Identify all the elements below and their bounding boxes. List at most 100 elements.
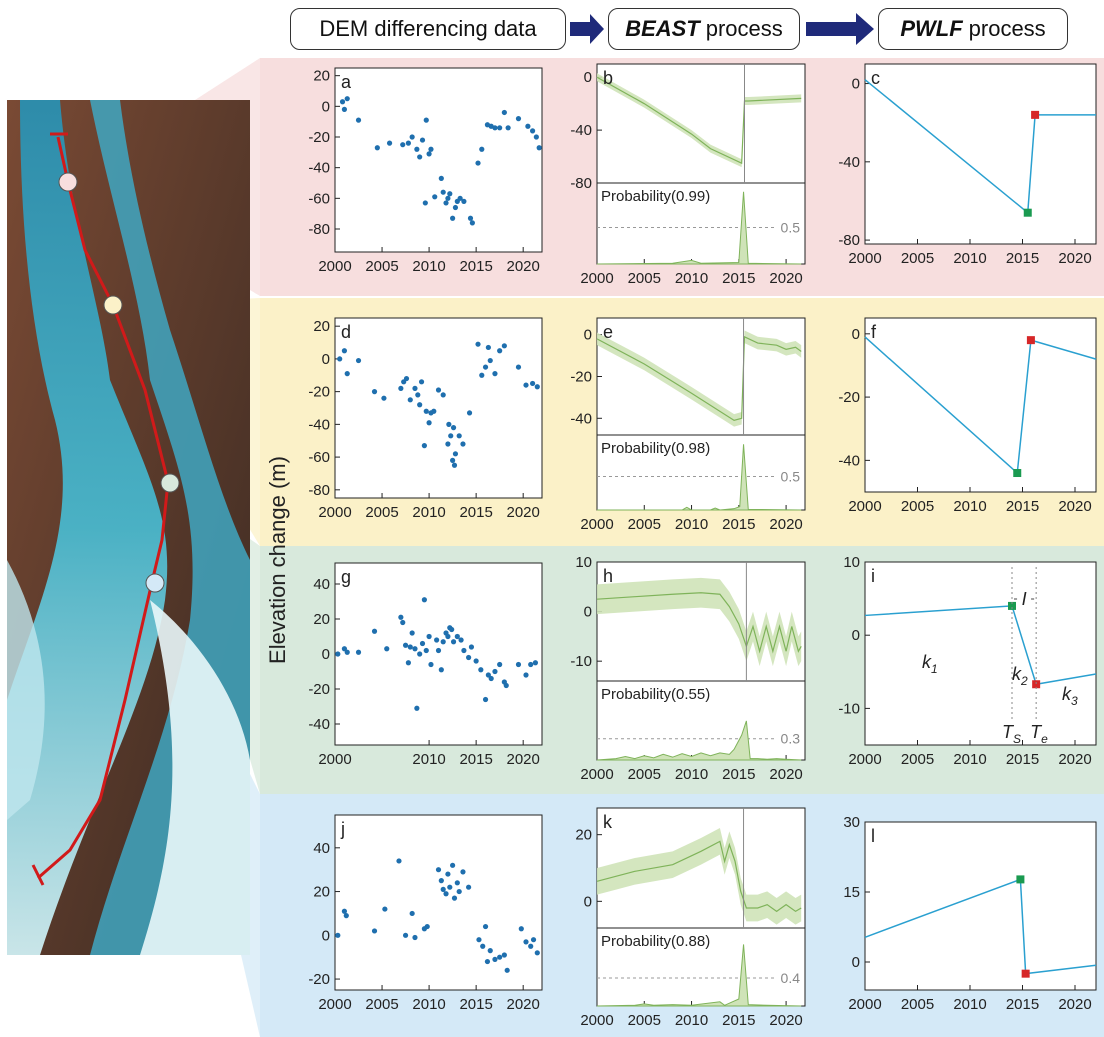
data-point — [466, 884, 472, 890]
panel-b: 0 -40 -80 2000 2005 2010 2015 2020 0.5 Probabilit… — [570, 63, 806, 287]
data-point — [458, 637, 464, 643]
data-point — [446, 421, 452, 427]
data-point — [476, 937, 482, 943]
data-point — [475, 341, 481, 347]
y-tick-label: 0 — [584, 327, 592, 344]
data-point — [532, 660, 539, 666]
data-point — [447, 884, 453, 890]
satellite-image — [7, 100, 250, 955]
data-point — [450, 215, 456, 221]
probability-area — [596, 720, 802, 761]
data-point — [384, 646, 390, 652]
data-point — [530, 937, 537, 943]
interval-annotation: I — [1022, 589, 1027, 609]
data-point — [484, 958, 491, 965]
y-tick-label: -40 — [308, 160, 330, 177]
beast-prob-frame — [596, 434, 806, 511]
breakpoint-start-marker — [1008, 601, 1016, 610]
data-point — [423, 408, 429, 414]
y-tick-label: 30 — [843, 814, 860, 831]
header-step-dem-label: DEM differencing data — [319, 16, 537, 41]
data-point — [398, 385, 404, 391]
x-tick-label: 2005 — [901, 996, 934, 1013]
y-tick-label: 0 — [852, 627, 860, 644]
ts-annotation: TS — [1002, 722, 1021, 746]
data-point — [492, 668, 498, 675]
data-point — [525, 123, 531, 129]
x-tick-label: 2015 — [1006, 250, 1039, 267]
x-tick-label: 2005 — [365, 504, 398, 521]
data-point — [402, 642, 409, 648]
data-point — [343, 913, 349, 919]
header-step-pwlf-name: PWLF — [900, 16, 963, 41]
data-point — [438, 175, 444, 181]
data-point — [445, 871, 451, 877]
data-point — [415, 392, 421, 398]
data-point — [335, 651, 341, 657]
data-point — [344, 371, 350, 377]
x-tick-label: 2005 — [365, 258, 398, 275]
data-point — [467, 215, 474, 221]
data-point — [450, 425, 457, 431]
threshold-label: 0.3 — [781, 731, 801, 747]
sample-point-3 — [160, 473, 180, 493]
y-tick-label: -80 — [838, 232, 860, 249]
data-point — [454, 633, 460, 640]
probability-area — [597, 444, 802, 511]
data-point — [409, 910, 415, 917]
sample-point-4 — [145, 573, 165, 593]
data-point — [440, 392, 446, 398]
data-point — [528, 943, 534, 949]
data-point — [485, 672, 491, 678]
x-tick-label: 2015 — [722, 270, 755, 287]
data-point — [456, 433, 462, 439]
data-point — [335, 932, 341, 938]
y-tick-label: 10 — [575, 554, 592, 571]
y-tick-label: 20 — [313, 318, 330, 335]
data-point — [451, 462, 458, 468]
data-point — [341, 908, 348, 914]
data-point — [435, 867, 442, 873]
x-tick-label: 2015 — [1006, 498, 1039, 515]
flow-arrow-1 — [570, 14, 604, 44]
data-point — [450, 639, 457, 645]
y-tick-label: 0 — [584, 69, 592, 86]
threshold-label: 0.5 — [781, 469, 801, 485]
x-tick-label: 2000 — [580, 516, 613, 533]
y-tick-label: 10 — [843, 554, 860, 571]
y-tick-label: 0 — [584, 893, 592, 910]
data-point — [405, 140, 411, 146]
x-tick-label: 2010 — [412, 751, 445, 768]
scatter-frame — [334, 814, 543, 991]
data-point — [468, 644, 475, 650]
data-point — [412, 385, 418, 391]
data-point — [435, 647, 442, 654]
data-point — [434, 637, 440, 643]
x-tick-label: 2000 — [580, 1012, 613, 1029]
k1-annotation: k1 — [922, 652, 938, 676]
y-tick-label: 0 — [322, 927, 330, 944]
beast-prob-frame — [596, 680, 806, 761]
data-point — [473, 658, 479, 664]
y-tick-label: -40 — [570, 122, 592, 139]
panel-label-b: b — [603, 68, 613, 88]
beast-uncertainty-band — [597, 828, 802, 925]
x-tick-label: 2020 — [769, 516, 802, 533]
breakpoint-end-marker — [1021, 969, 1030, 978]
panel-g: 40 20 0 -20 -40 2000 2010 2015 2020 g — [308, 562, 543, 768]
data-point — [432, 194, 438, 200]
x-tick-label: 2010 — [675, 1012, 708, 1029]
x-tick-label: 2000 — [848, 751, 881, 768]
data-point — [440, 886, 446, 892]
data-point — [355, 649, 362, 655]
data-point — [417, 154, 423, 160]
data-point — [407, 397, 413, 403]
data-point — [528, 661, 534, 668]
data-point — [403, 375, 410, 382]
x-tick-label: 2000 — [580, 270, 613, 287]
breakpoint-end-marker — [1032, 680, 1041, 689]
x-tick-label: 2005 — [628, 1012, 661, 1029]
data-point — [515, 661, 522, 668]
data-point — [440, 189, 446, 195]
data-point — [523, 382, 529, 388]
